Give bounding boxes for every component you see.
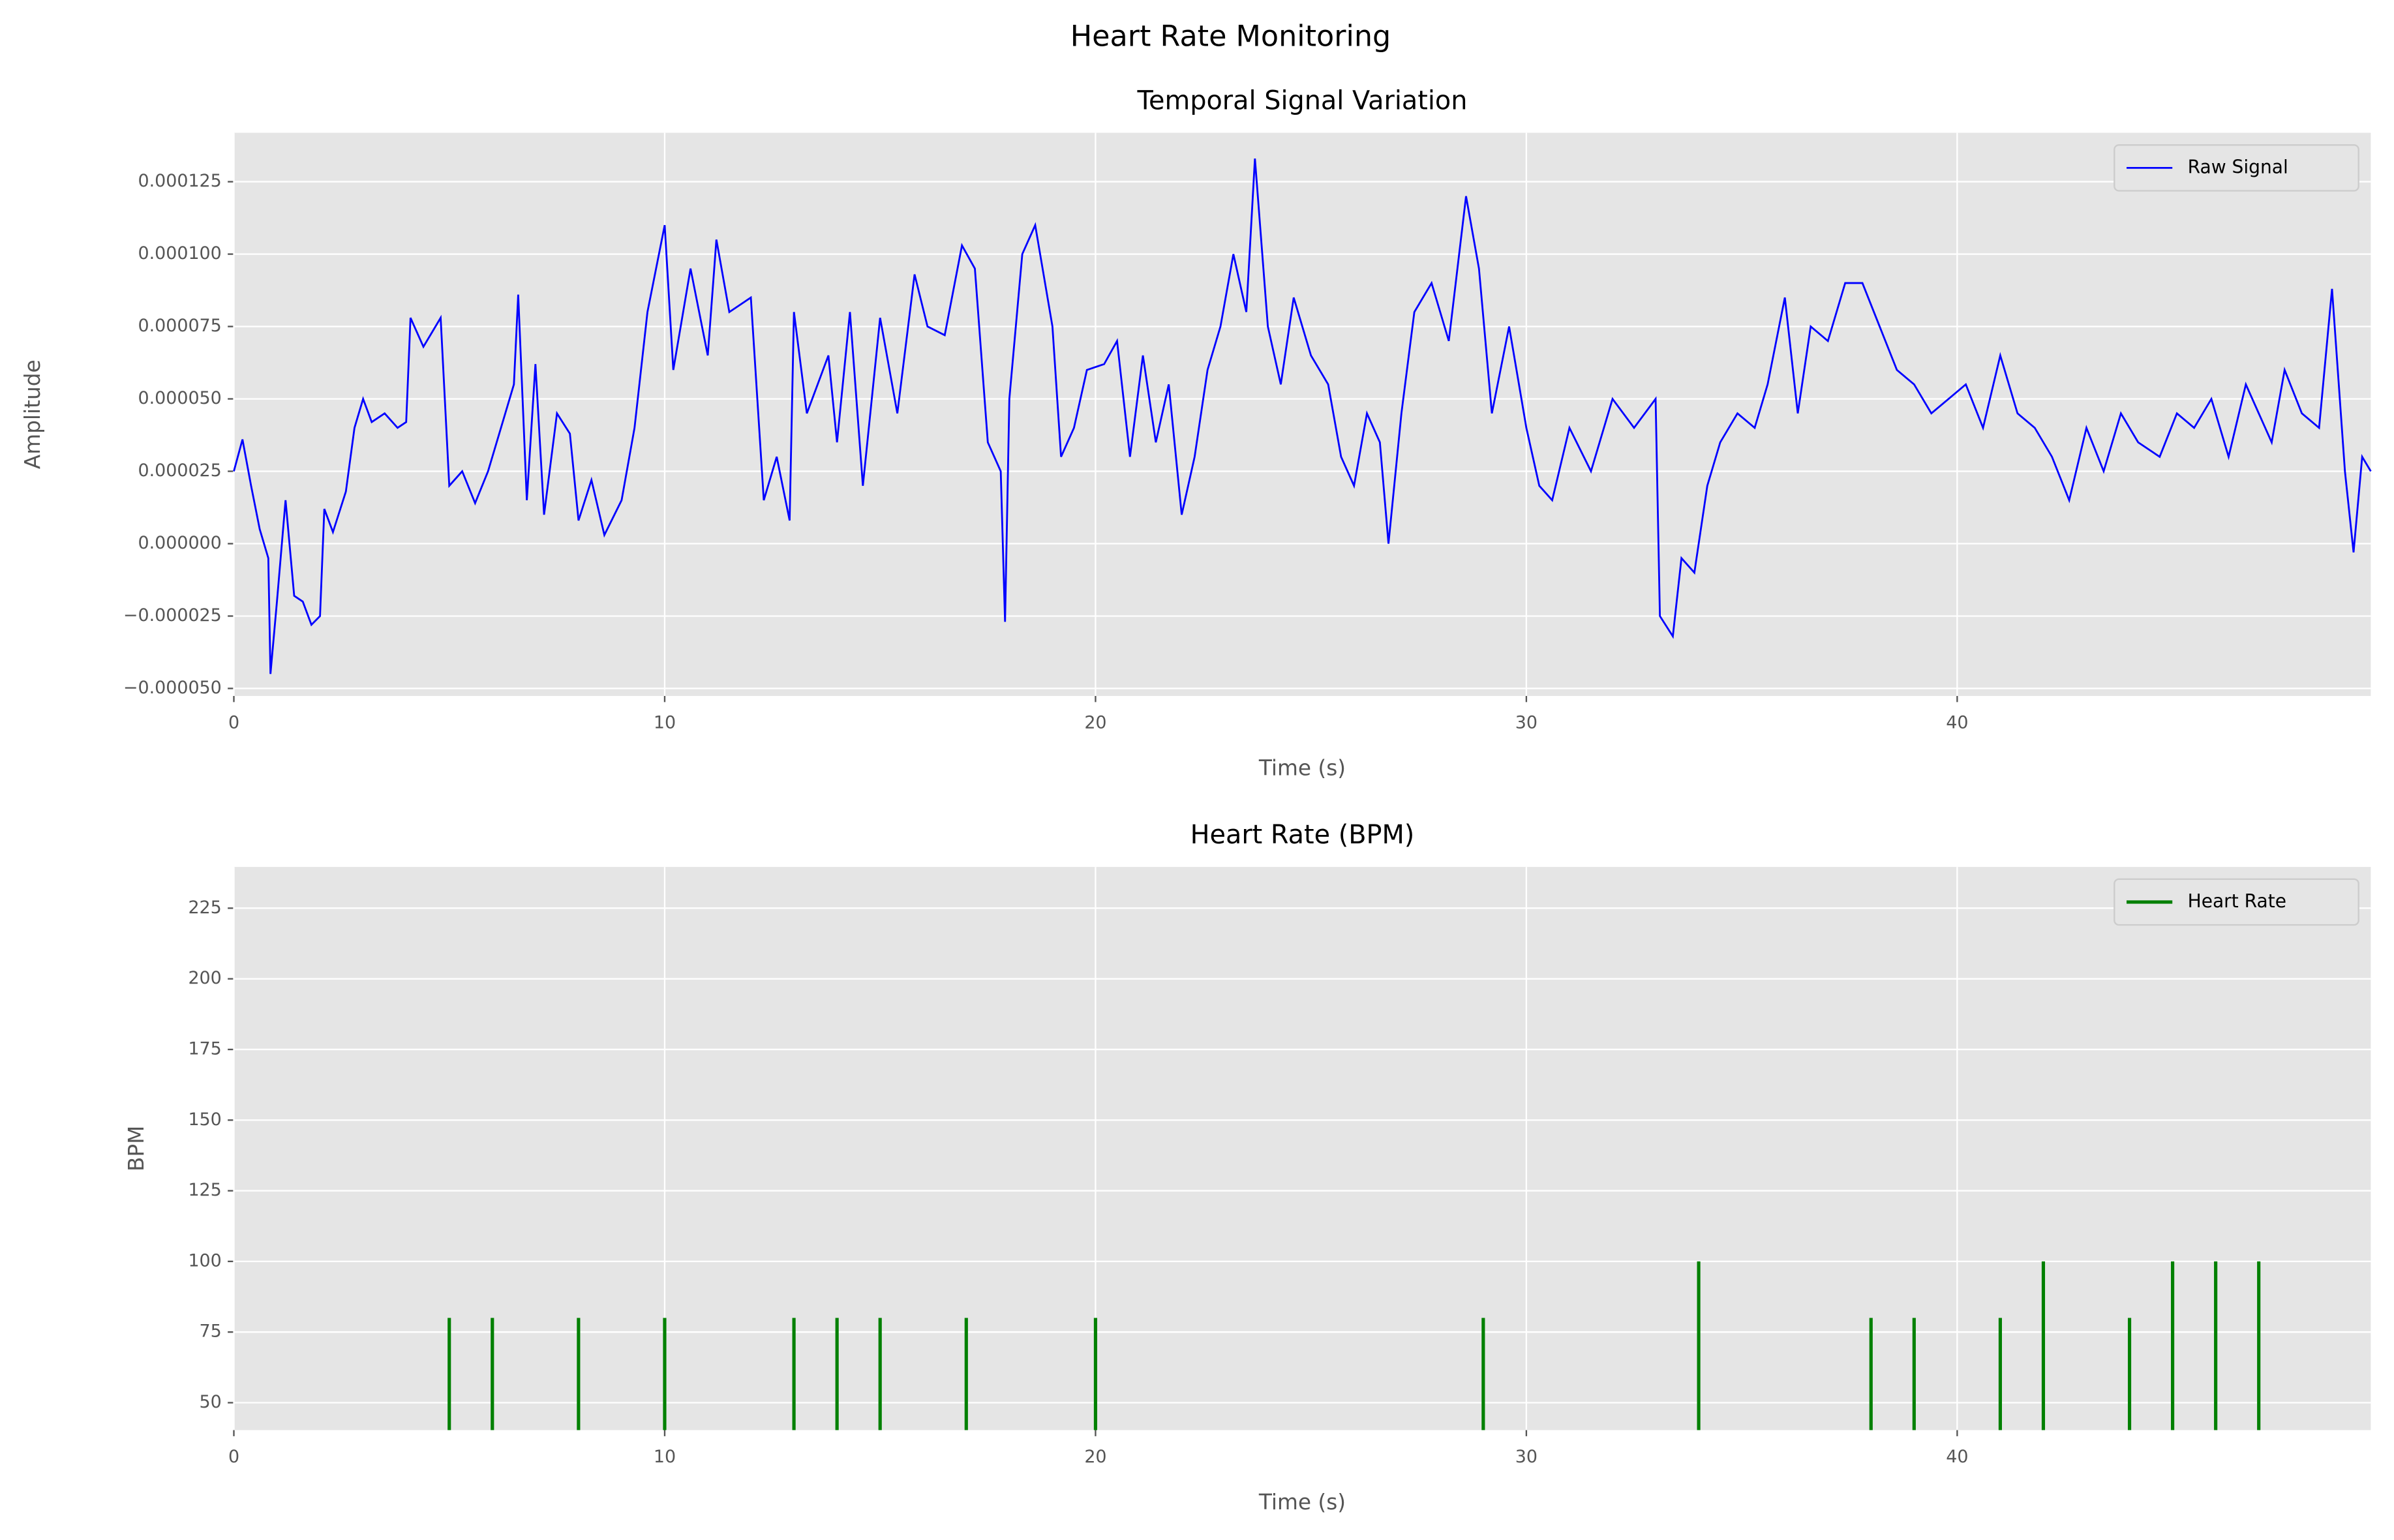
x-tick-label: 30	[1515, 1447, 1538, 1467]
y-tick-label: 175	[188, 1038, 221, 1059]
y-tick-label: 225	[188, 898, 221, 918]
legend-box	[2114, 878, 2359, 926]
x-tick-label: 0	[228, 1447, 239, 1467]
plot-area	[234, 132, 2371, 697]
y-axis-label: Amplitude	[20, 359, 45, 469]
y-tick-label: −0.000025	[123, 605, 222, 626]
y-tick-label: 75	[200, 1321, 222, 1342]
figure-title: Heart Rate Monitoring	[1070, 20, 1391, 53]
y-tick-label: 200	[188, 968, 221, 988]
y-tick-label: 0.000125	[138, 171, 221, 191]
x-tick-label: 20	[1084, 1447, 1106, 1467]
legend-label: Heart Rate	[2188, 890, 2286, 912]
axes-title: Temporal Signal Variation	[1136, 85, 1467, 115]
y-tick-label: 0.000100	[138, 243, 221, 264]
y-tick-label: 0.000075	[138, 316, 221, 336]
y-axis-label: BPM	[124, 1126, 149, 1171]
y-tick-label: 0.000050	[138, 388, 221, 408]
y-tick-label: 0.000025	[138, 460, 221, 481]
x-axis-label: Time (s)	[1258, 755, 1346, 780]
signal-line	[233, 158, 2372, 674]
x-tick-label: 40	[1946, 1447, 1968, 1467]
x-tick-label: 40	[1946, 713, 1968, 733]
y-tick-label: 100	[188, 1250, 221, 1271]
x-tick-label: 20	[1084, 713, 1106, 733]
plot-area	[234, 867, 2371, 1430]
x-tick-label: 10	[654, 713, 676, 733]
x-tick-label: 10	[654, 1447, 676, 1467]
y-tick-label: 150	[188, 1110, 221, 1130]
y-tick-label: 0.000000	[138, 533, 221, 553]
y-tick-label: −0.000050	[123, 678, 222, 698]
legend-box	[2114, 144, 2359, 192]
y-tick-label: 50	[200, 1392, 222, 1412]
y-tick-label: 125	[188, 1180, 221, 1200]
legend-label: Raw Signal	[2188, 156, 2288, 177]
axes-title: Heart Rate (BPM)	[1190, 820, 1415, 850]
x-axis-label: Time (s)	[1258, 1490, 1346, 1515]
x-tick-label: 30	[1515, 713, 1538, 733]
x-tick-label: 0	[228, 713, 239, 733]
